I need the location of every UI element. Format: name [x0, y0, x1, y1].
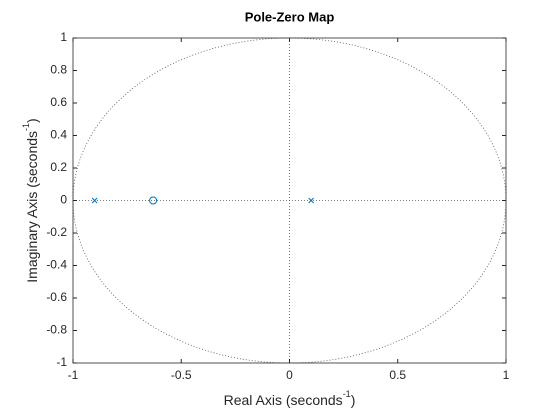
y-tick-label: 0.6	[50, 95, 67, 109]
y-tick-label: 0.4	[50, 128, 67, 142]
x-label-exponent: -1	[343, 389, 351, 399]
y-axis-label: Imaginary Axis (seconds-1)	[21, 118, 39, 282]
zero-marker	[149, 196, 158, 205]
y-tick-label: 0	[60, 193, 67, 207]
x-tick-label: 0	[286, 368, 293, 382]
y-tick-label: -0.6	[46, 290, 67, 304]
x-label-main: Real Axis (seconds	[224, 392, 343, 408]
x-tick-label: -1	[68, 368, 79, 382]
x-label-close: )	[351, 392, 356, 408]
y-tick-label: -0.4	[46, 258, 67, 272]
y-tick-label: 1	[60, 30, 67, 44]
x-tick-label: 1	[503, 368, 510, 382]
chart-title: Pole-Zero Map	[245, 9, 335, 24]
y-label-exponent: -1	[21, 123, 31, 131]
x-axis-label: Real Axis (seconds-1)	[224, 389, 356, 407]
y-tick-label: -0.8	[46, 323, 67, 337]
x-tick-label: 0.5	[389, 368, 406, 382]
y-tick-label: -0.2	[46, 225, 67, 239]
y-tick-label: 0.8	[50, 63, 67, 77]
y-tick-label: -1	[56, 355, 67, 369]
x-tick-label: -0.5	[171, 368, 192, 382]
y-tick-label: 0.2	[50, 160, 67, 174]
y-label-main: Imaginary Axis (seconds	[24, 131, 40, 283]
pole-marker	[91, 197, 98, 204]
y-label-close: )	[24, 118, 40, 123]
pole-marker	[308, 197, 315, 204]
